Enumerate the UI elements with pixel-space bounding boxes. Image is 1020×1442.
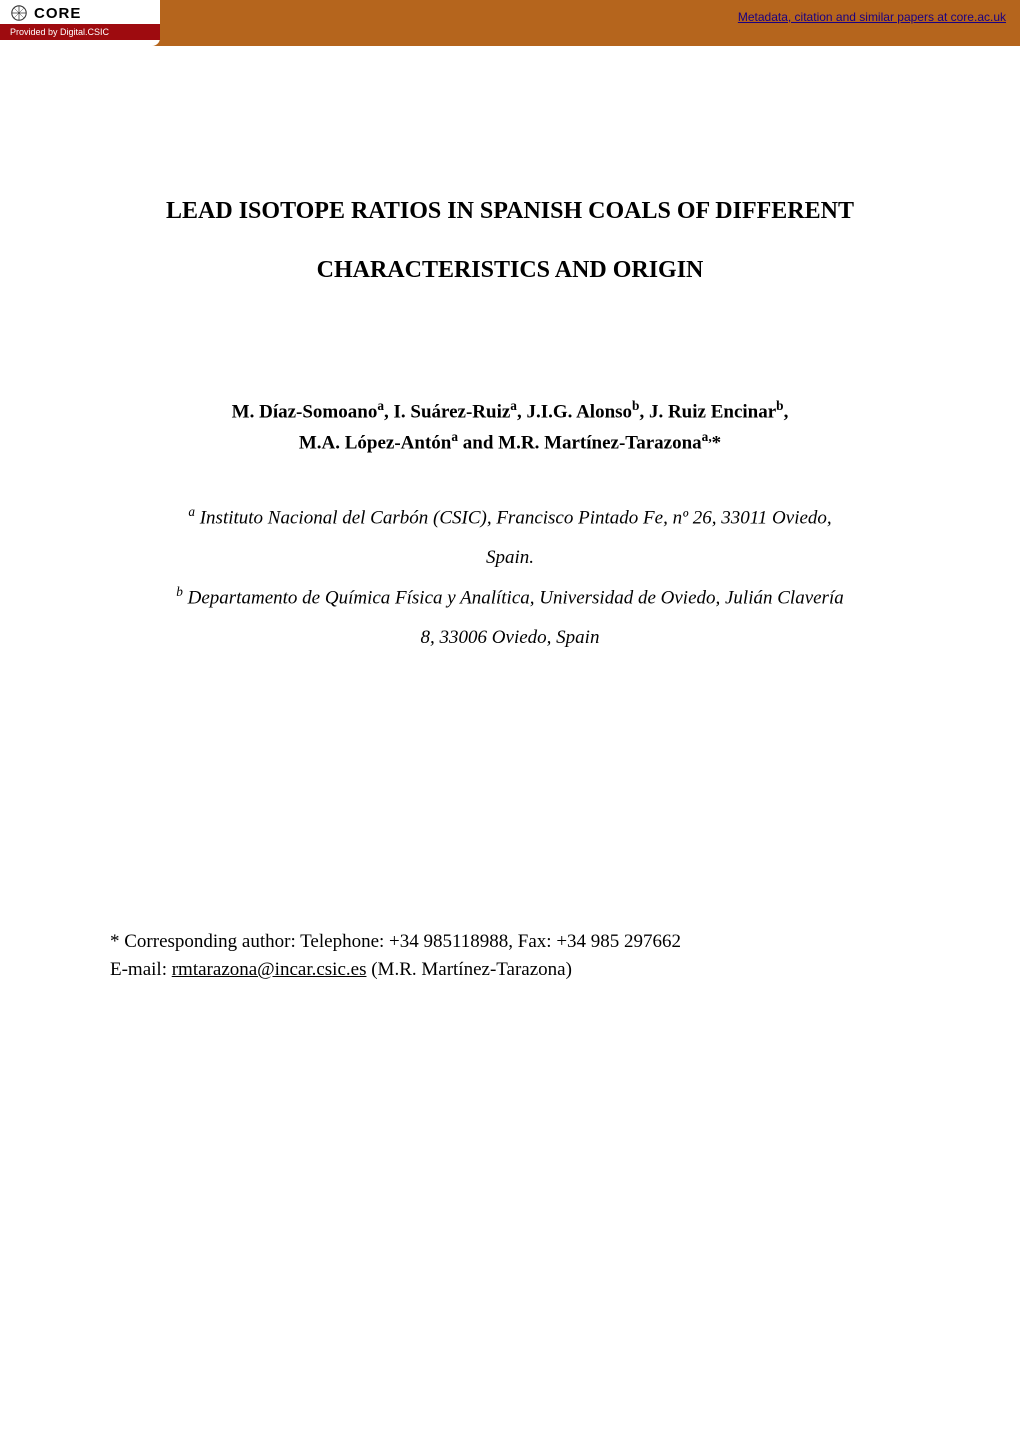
affiliation-b: b Departamento de Química Física y Analí… xyxy=(110,578,910,658)
affil-a-sup: a xyxy=(188,504,195,519)
provided-by-bar: Provided by Digital.CSIC xyxy=(0,24,160,40)
core-top-row: CORE xyxy=(0,0,160,22)
authors-line1-tail: , xyxy=(784,402,789,423)
paper-page: LEAD ISOTOPE RATIOS IN SPANISH COALS OF … xyxy=(0,46,1020,983)
authors-line-2: M.A. López-Antóna and M.R. Martínez-Tara… xyxy=(110,427,910,458)
affiliations-block: a Instituto Nacional del Carbón (CSIC), … xyxy=(110,498,910,658)
corresponding-line1: * Corresponding author: Telephone: +34 9… xyxy=(110,928,910,956)
core-badge: CORE Provided by Digital.CSIC xyxy=(0,0,160,46)
email-label: E-mail: xyxy=(110,959,172,980)
author-1-sup: a xyxy=(377,398,384,413)
core-logo-icon xyxy=(10,4,28,22)
email-address[interactable]: rmtarazona@incar.csic.es xyxy=(172,959,367,980)
affil-a-text1: Instituto Nacional del Carbón (CSIC), Fr… xyxy=(200,507,832,528)
author-6-sup: a, xyxy=(702,429,712,444)
affil-a-text2: Spain. xyxy=(110,538,910,578)
author-5: M.A. López-Antón xyxy=(299,433,452,454)
author-6: and M.R. Martínez-Tarazona xyxy=(458,433,702,454)
affil-b-text1: Departamento de Química Física y Analíti… xyxy=(188,587,844,608)
author-1: M. Díaz-Somoano xyxy=(232,402,378,423)
author-2: , I. Suárez-Ruiz xyxy=(384,402,510,423)
authors-line-1: M. Díaz-Somoanoa, I. Suárez-Ruiza, J.I.G… xyxy=(110,396,910,427)
title-line-2: CHARACTERISTICS AND ORIGIN xyxy=(110,255,910,286)
email-suffix: (M.R. Martínez-Tarazona) xyxy=(366,959,571,980)
author-2-sup: a xyxy=(510,398,517,413)
affil-b-text2: 8, 33006 Oviedo, Spain xyxy=(110,618,910,658)
core-label: CORE xyxy=(34,5,81,22)
metadata-link[interactable]: Metadata, citation and similar papers at… xyxy=(738,10,1006,24)
affil-b-sup: b xyxy=(176,584,183,599)
authors-block: M. Díaz-Somoanoa, I. Suárez-Ruiza, J.I.G… xyxy=(110,396,910,458)
author-3: , J.I.G. Alonso xyxy=(517,402,632,423)
title-line-1: LEAD ISOTOPE RATIOS IN SPANISH COALS OF … xyxy=(110,196,910,227)
author-star: * xyxy=(712,433,722,454)
affiliation-a: a Instituto Nacional del Carbón (CSIC), … xyxy=(110,498,910,578)
author-4: , J. Ruiz Encinar xyxy=(639,402,776,423)
corresponding-author-block: * Corresponding author: Telephone: +34 9… xyxy=(110,928,910,983)
author-4-sup: b xyxy=(776,398,783,413)
corresponding-line2: E-mail: rmtarazona@incar.csic.es (M.R. M… xyxy=(110,956,910,984)
core-header-bar: CORE Provided by Digital.CSIC Metadata, … xyxy=(0,0,1020,46)
